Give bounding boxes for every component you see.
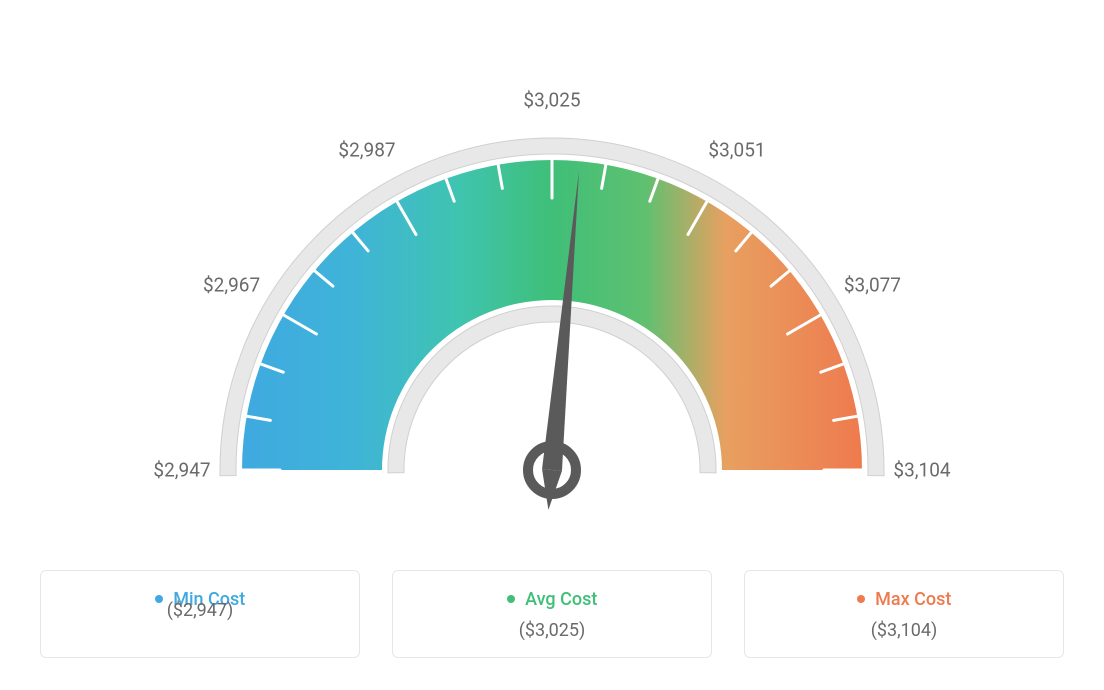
legend-title-max: Max Cost	[755, 589, 1053, 610]
legend-title-text: Avg Cost	[525, 589, 597, 610]
gauge-tick-label: $3,077	[844, 274, 901, 297]
gauge-tick-label: $2,987	[338, 138, 395, 161]
legend-card-max: Max Cost ($3,104)	[744, 570, 1064, 658]
legend-value-min: ($2,947)	[51, 600, 349, 621]
gauge-tick-label: $2,967	[203, 274, 260, 297]
dot-icon	[857, 595, 865, 603]
legend-title-avg: Avg Cost	[403, 589, 701, 610]
legend-card-avg: Avg Cost ($3,025)	[392, 570, 712, 658]
gauge-tick-label: $3,104	[893, 459, 950, 482]
dot-icon	[155, 595, 163, 603]
gauge-tick-label: $3,051	[708, 138, 765, 161]
gauge-tick-label: $2,947	[153, 459, 210, 482]
legend-card-min: Min Cost ($2,947)	[40, 570, 360, 658]
gauge-chart: $2,947 $2,967 $2,987 $3,025 $3,051 $3,077 $3,1…	[20, 20, 1084, 550]
gauge-tick-label: $3,025	[523, 89, 580, 112]
legend-row: Min Cost ($2,947) Avg Cost ($3,025) Max …	[20, 570, 1084, 658]
dot-icon	[507, 595, 515, 603]
legend-value-avg: ($3,025)	[403, 620, 701, 641]
legend-title-text: Max Cost	[875, 589, 951, 610]
legend-value-max: ($3,104)	[755, 620, 1053, 641]
